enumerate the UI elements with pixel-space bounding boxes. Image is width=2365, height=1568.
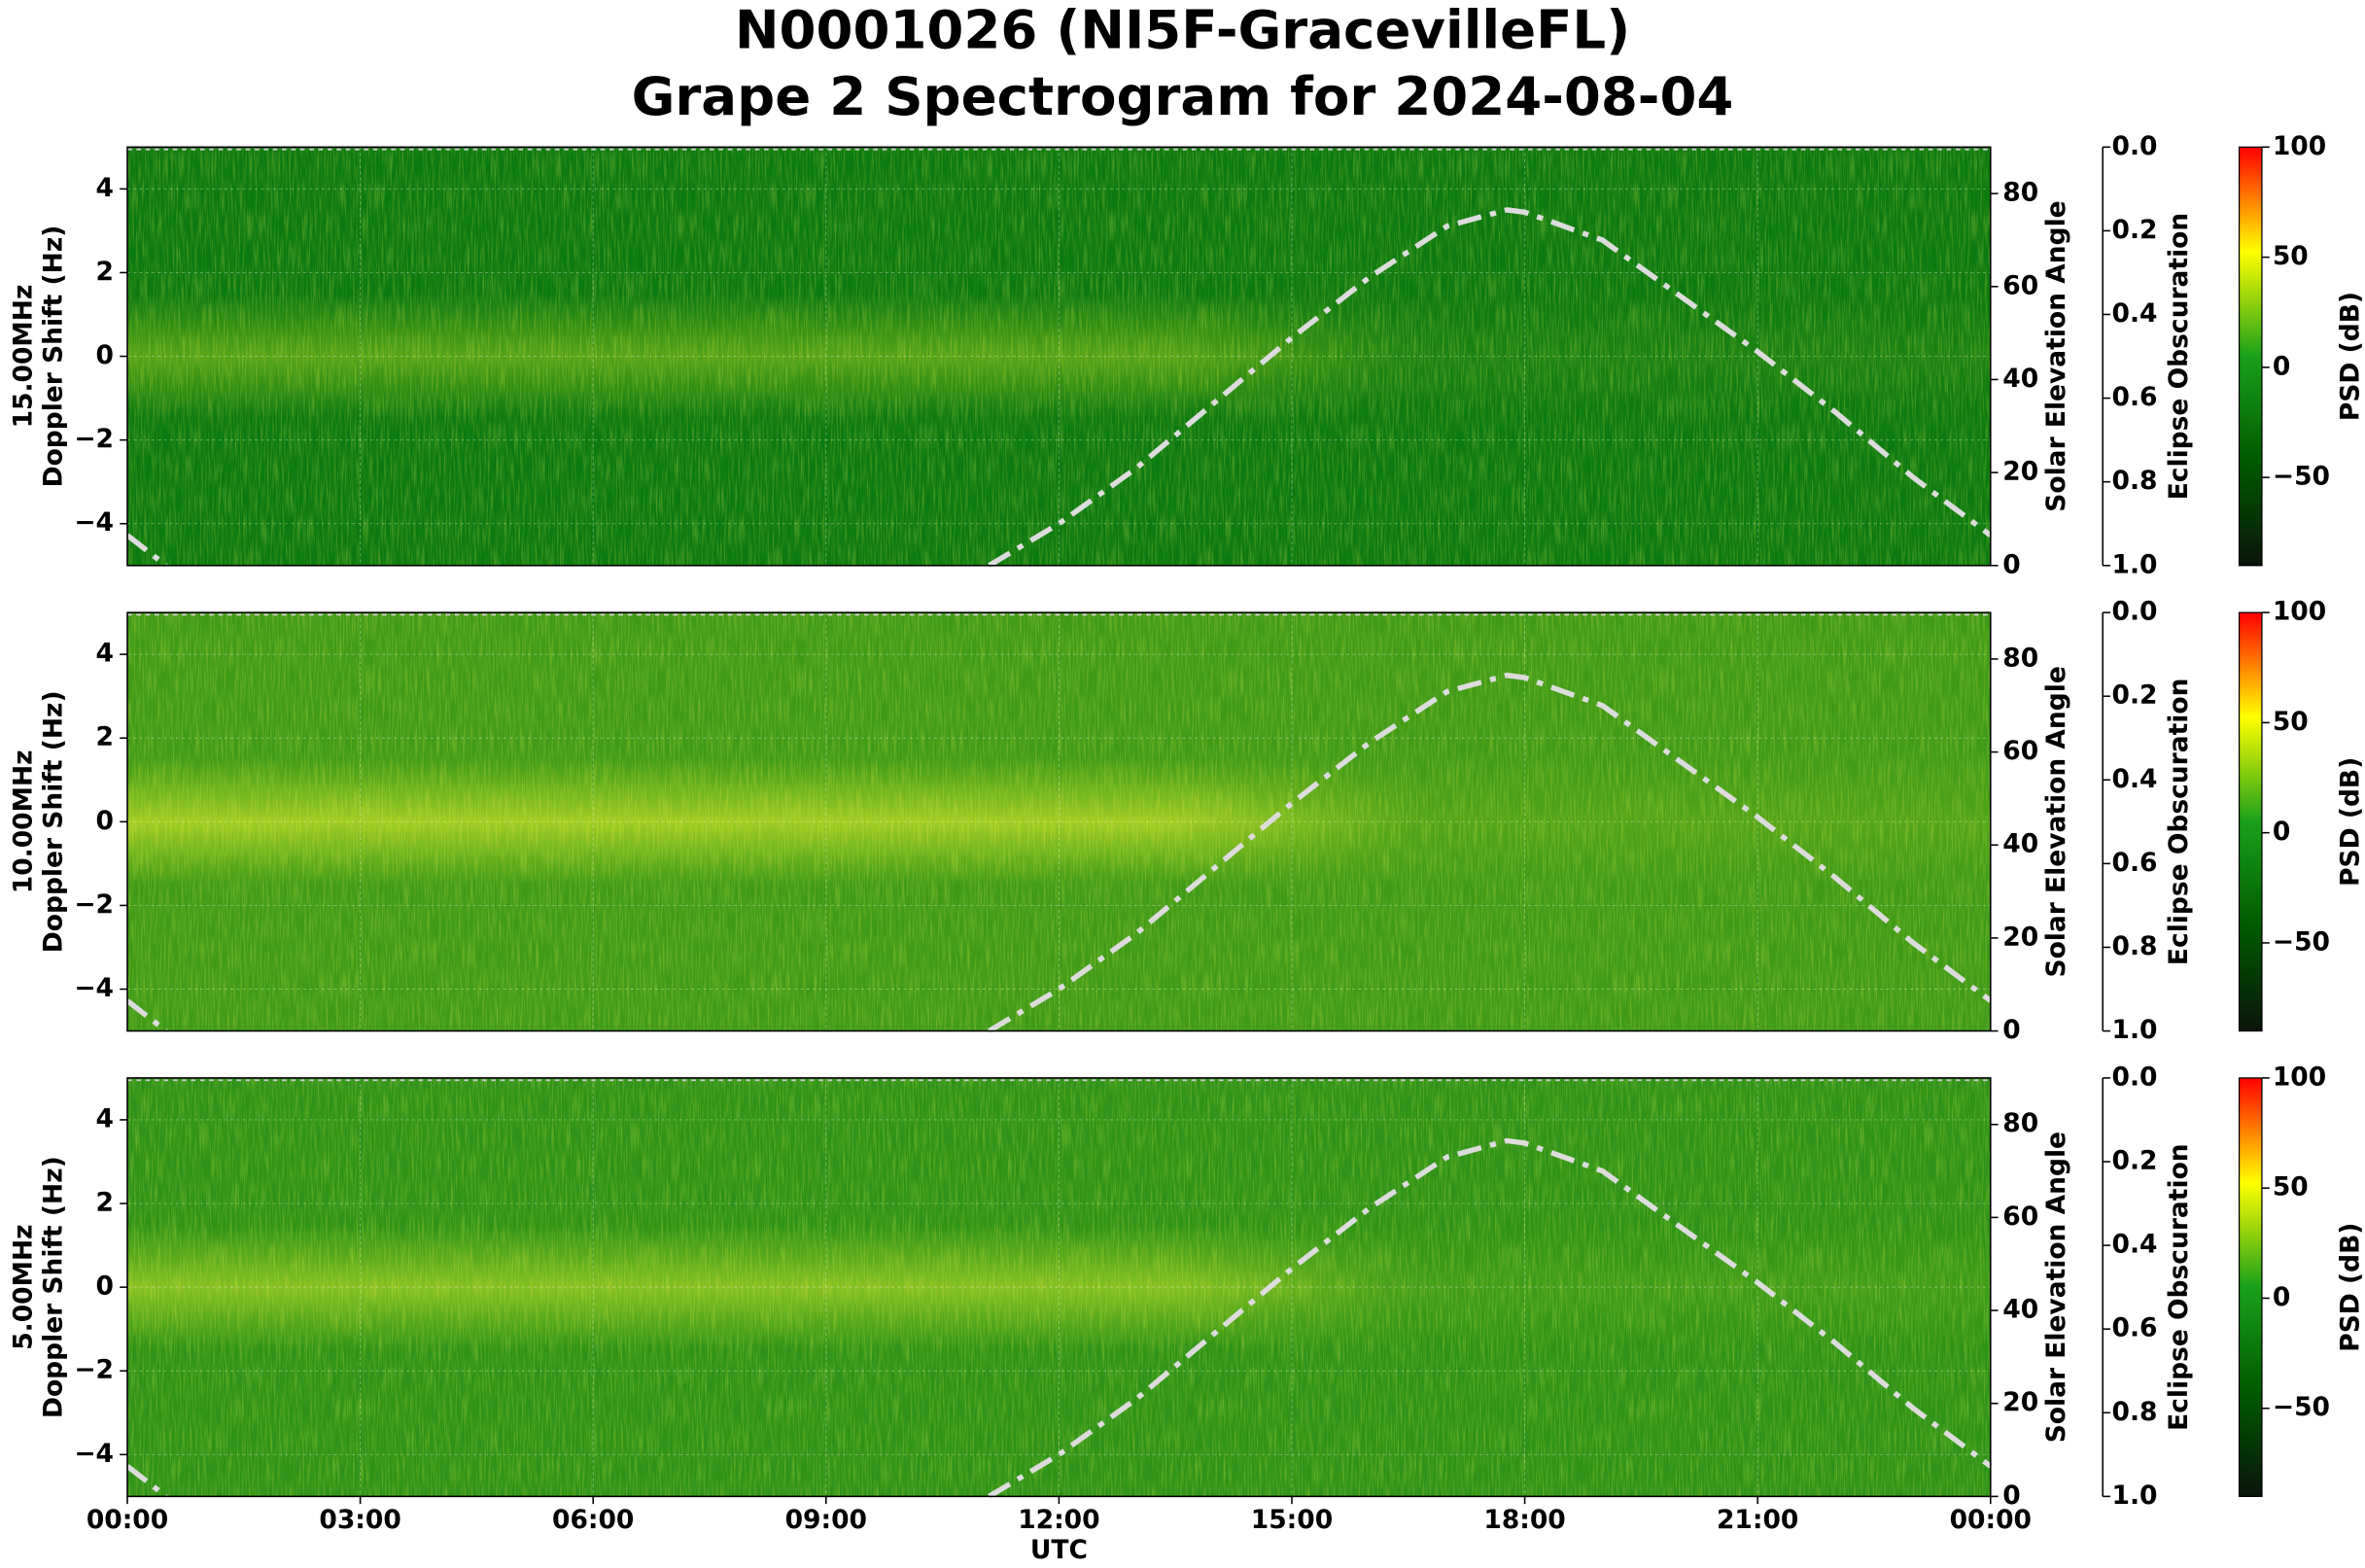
spectrogram-trace-band	[127, 758, 1991, 885]
y-tick-label: 4	[96, 1103, 114, 1133]
y-axis-label: 5.00MHz	[8, 1224, 38, 1349]
solar-elevation-line	[127, 676, 1991, 1031]
colorbar-tick-label: 50	[2273, 707, 2309, 737]
x-tick-label: 12:00	[1018, 1505, 1099, 1535]
y2-tick-label: 60	[2002, 1202, 2038, 1232]
y2-tick-label: 40	[2002, 829, 2038, 859]
y-tick-label: −4	[74, 1439, 114, 1469]
y-axis-label: Doppler Shift (Hz)	[39, 1156, 69, 1418]
y-tick-label: −2	[74, 889, 114, 920]
y3-tick-label: 0.4	[2112, 1230, 2158, 1260]
y-tick-label: 0	[96, 1272, 114, 1302]
colorbar-label: PSD (dB)	[2335, 757, 2365, 887]
y-tick-label: −2	[74, 424, 114, 454]
y2-axis-label: Solar Elevation Angle	[2041, 200, 2071, 511]
y-tick-label: 0	[96, 806, 114, 836]
y2-tick-label: 20	[2002, 922, 2038, 952]
colorbar	[2238, 611, 2263, 1032]
y-axis-label: Doppler Shift (Hz)	[39, 226, 69, 488]
y-tick-label: 2	[96, 722, 114, 752]
colorbar-tick-label: 0	[2273, 1282, 2290, 1312]
y3-tick-label: 0.2	[2112, 215, 2158, 245]
y2-tick-label: 0	[2002, 1481, 2020, 1511]
y2-tick-label: 0	[2002, 1015, 2020, 1045]
colorbar-tick-label: −50	[2273, 926, 2330, 957]
y3-tick-label: 0.6	[2112, 1313, 2158, 1343]
y3-tick-label: 0.6	[2112, 382, 2158, 412]
y-tick-label: 0	[96, 340, 114, 370]
y3-tick-label: 1.0	[2112, 549, 2158, 579]
colorbar-label: PSD (dB)	[2335, 292, 2365, 421]
x-tick-label: 21:00	[1717, 1505, 1798, 1535]
y3-tick-label: 0.4	[2112, 298, 2158, 329]
colorbar-tick-label: 100	[2273, 597, 2326, 627]
x-tick-label: 00:00	[1950, 1505, 2032, 1535]
y2-axis-label: Solar Elevation Angle	[2041, 1132, 2071, 1443]
y2-tick-label: 20	[2002, 457, 2038, 487]
y3-axis-label: Eclipse Obscuration	[2164, 679, 2194, 966]
x-tick-label: 18:00	[1483, 1505, 1565, 1535]
y3-tick-label: 1.0	[2112, 1481, 2158, 1511]
y-tick-label: −4	[74, 507, 114, 538]
y-tick-label: −4	[74, 973, 114, 1003]
y-tick-label: 2	[96, 1188, 114, 1218]
y2-axis-label: Solar Elevation Angle	[2041, 666, 2071, 977]
spectrogram-trace-band	[127, 1224, 1991, 1350]
y-axis-label: 10.00MHz	[8, 749, 38, 893]
y-tick-label: 2	[96, 257, 114, 287]
solar-elevation-line	[127, 1140, 1991, 1496]
x-tick-label: 15:00	[1251, 1505, 1333, 1535]
y-axis-label: Doppler Shift (Hz)	[39, 690, 69, 953]
y2-tick-label: 80	[2002, 1108, 2038, 1138]
y2-tick-label: 40	[2002, 1295, 2038, 1325]
y-tick-label: 4	[96, 639, 114, 669]
y2-tick-label: 0	[2002, 549, 2020, 579]
colorbar-tick-label: −50	[2273, 462, 2330, 492]
y2-tick-label: 20	[2002, 1387, 2038, 1417]
y-axis-label: 15.00MHz	[8, 285, 38, 429]
y-tick-label: −2	[74, 1355, 114, 1385]
y-tick-label: 4	[96, 173, 114, 203]
y3-tick-label: 1.0	[2112, 1015, 2158, 1045]
chart-title: Grape 2 Spectrogram for 2024-08-04	[632, 65, 1734, 127]
colorbar-tick-label: −50	[2273, 1392, 2330, 1422]
colorbar	[2238, 146, 2263, 567]
x-axis-label: UTC	[1030, 1535, 1088, 1565]
chart-title: N0001026 (NI5F-GracevilleFL)	[735, 0, 1630, 60]
y3-tick-label: 0.8	[2112, 466, 2158, 496]
x-tick-label: 00:00	[87, 1505, 168, 1535]
y3-tick-label: 0.2	[2112, 680, 2158, 711]
colorbar-tick-label: 50	[2273, 1172, 2309, 1202]
colorbar-tick-label: 100	[2273, 131, 2326, 161]
y3-axis-label: Eclipse Obscuration	[2164, 213, 2194, 501]
spectrogram-trace-band	[127, 293, 1991, 420]
y3-tick-label: 0.8	[2112, 1397, 2158, 1427]
y3-tick-label: 0.6	[2112, 848, 2158, 878]
y2-tick-label: 80	[2002, 178, 2038, 208]
y2-tick-label: 60	[2002, 736, 2038, 766]
y3-tick-label: 0.8	[2112, 931, 2158, 961]
colorbar-tick-label: 100	[2273, 1062, 2326, 1092]
x-tick-label: 03:00	[319, 1505, 400, 1535]
colorbar-tick-label: 0	[2273, 817, 2290, 847]
y3-tick-label: 0.2	[2112, 1146, 2158, 1176]
y3-tick-label: 0.4	[2112, 764, 2158, 794]
colorbar-tick-label: 0	[2273, 351, 2290, 381]
y3-tick-label: 0.0	[2112, 1062, 2158, 1092]
colorbar-tick-label: 50	[2273, 241, 2309, 271]
y3-tick-label: 0.0	[2112, 131, 2158, 161]
solar-elevation-line	[127, 210, 1991, 566]
x-tick-label: 09:00	[785, 1505, 867, 1535]
y2-tick-label: 60	[2002, 270, 2038, 300]
y2-tick-label: 80	[2002, 643, 2038, 673]
colorbar	[2238, 1077, 2263, 1497]
x-tick-label: 06:00	[552, 1505, 634, 1535]
y3-axis-label: Eclipse Obscuration	[2164, 1143, 2194, 1431]
y2-tick-label: 40	[2002, 364, 2038, 394]
colorbar-label: PSD (dB)	[2335, 1223, 2365, 1352]
y3-tick-label: 0.0	[2112, 597, 2158, 627]
